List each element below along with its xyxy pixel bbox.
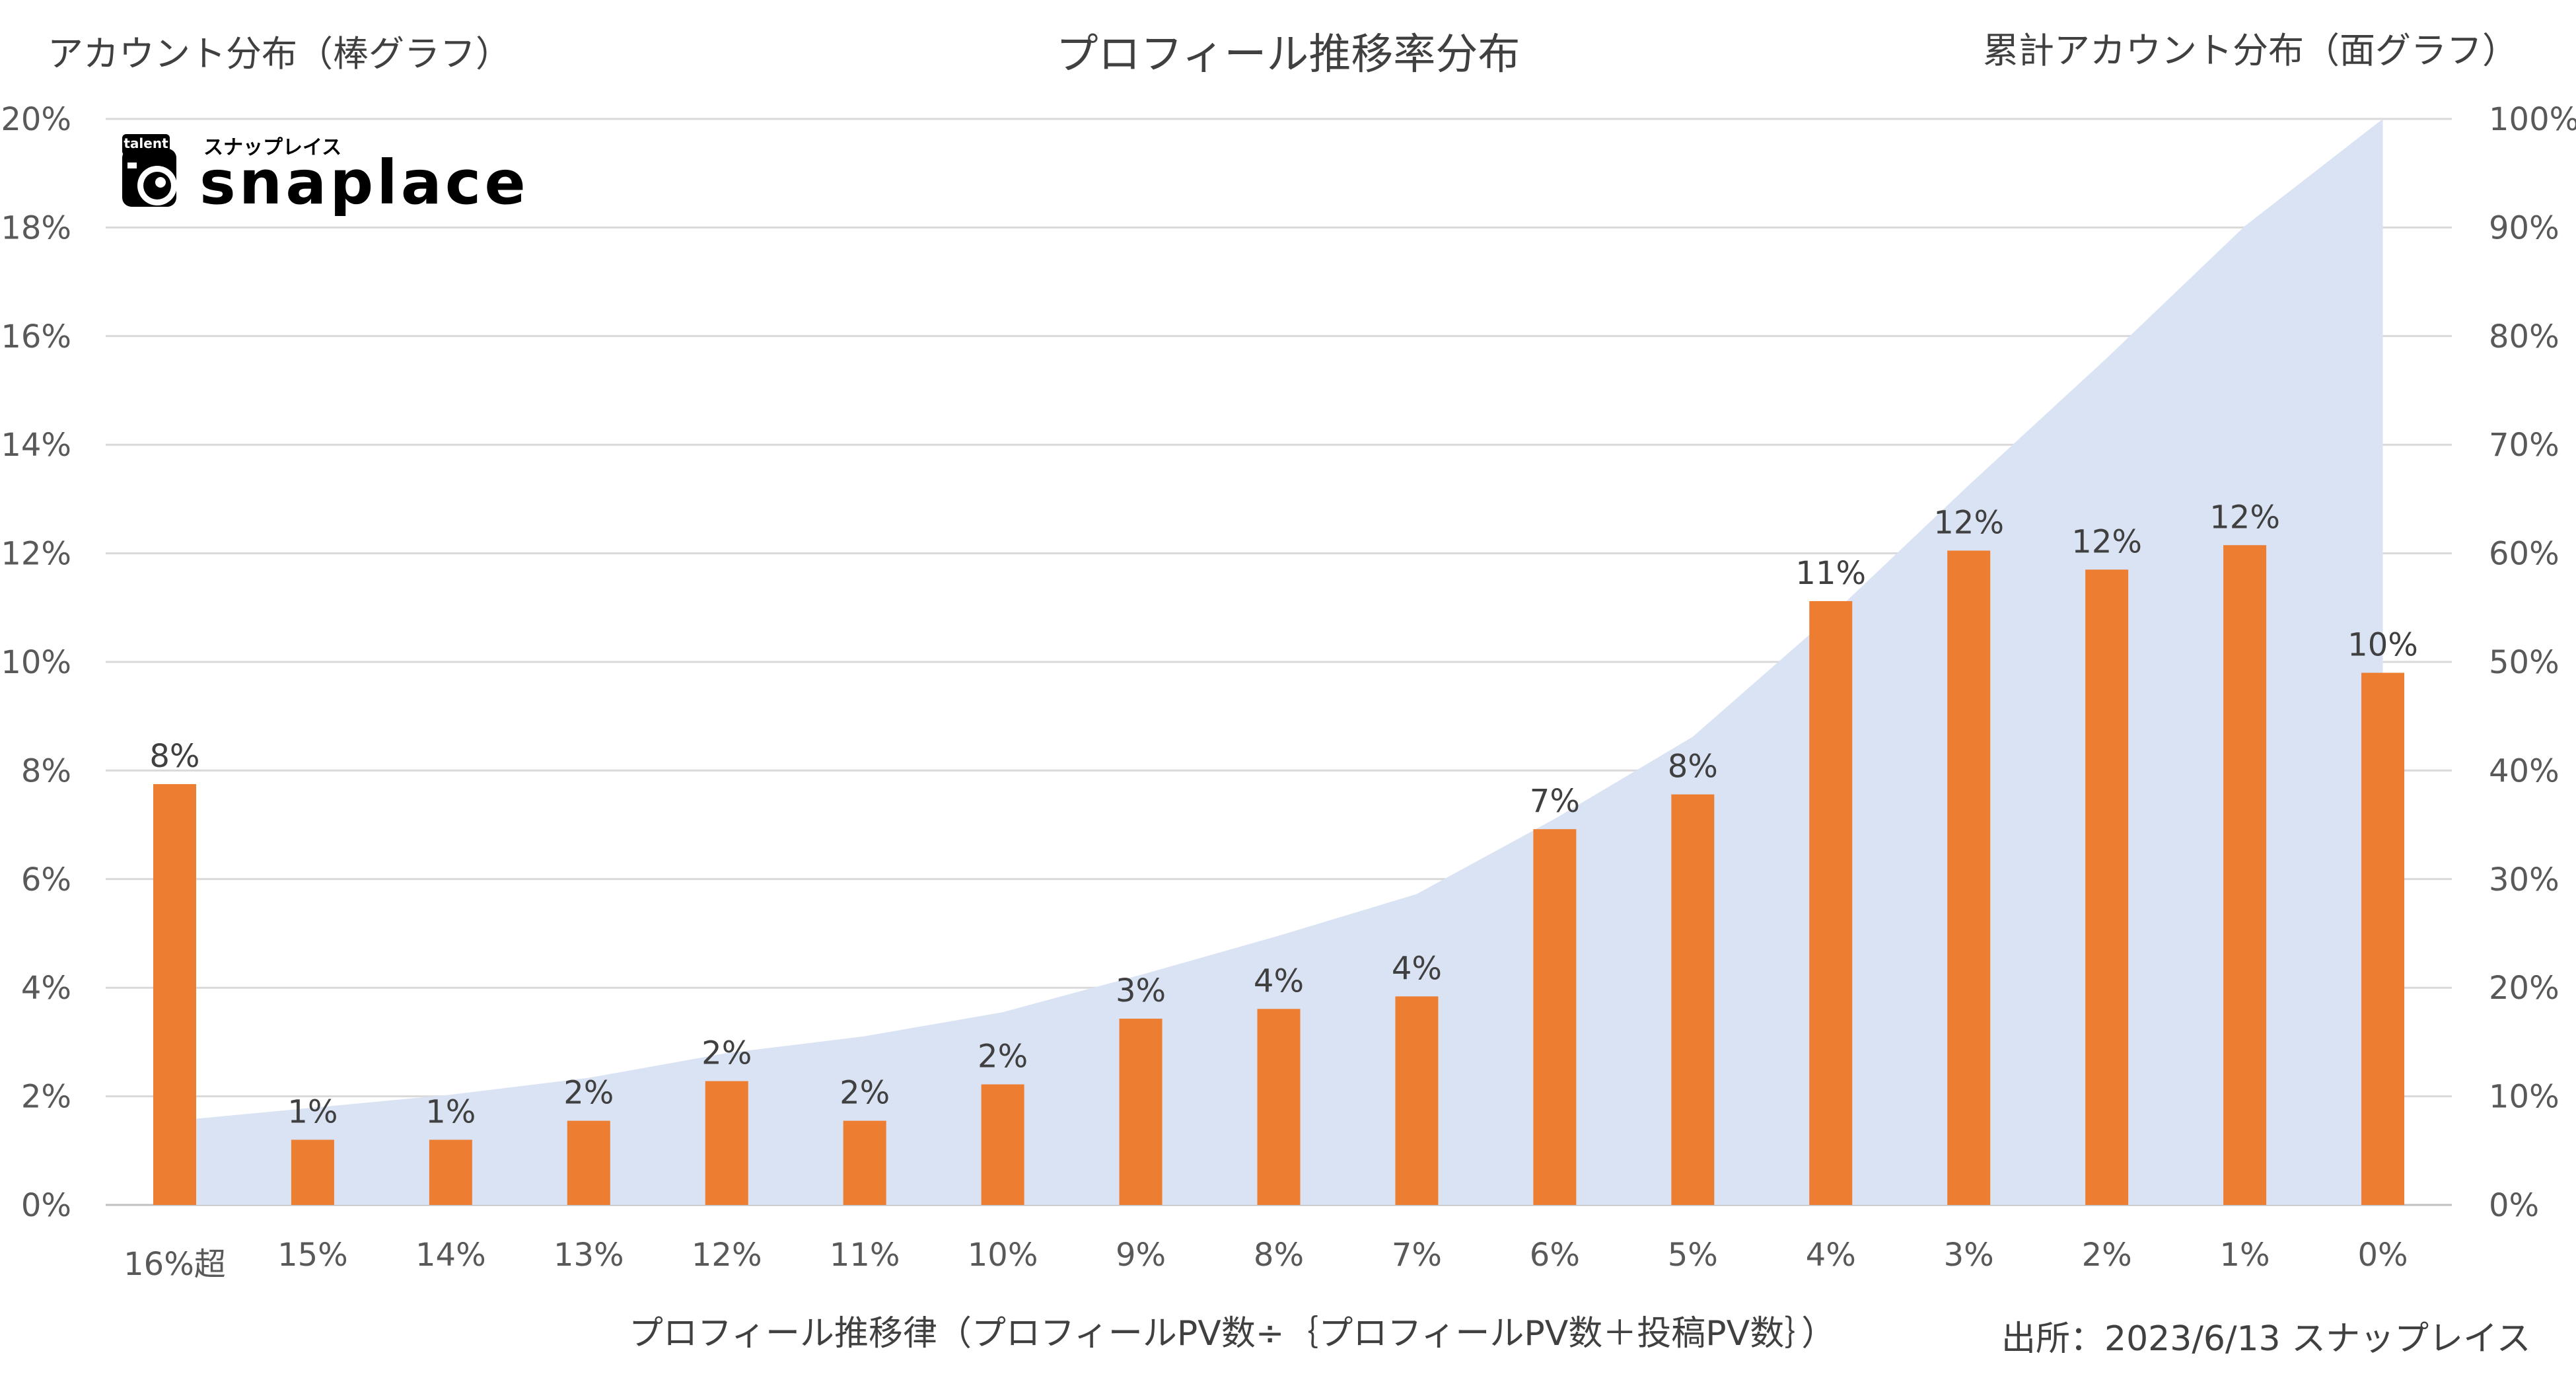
right-axis-title: 累計アカウント分布（面グラフ） [1983, 30, 2518, 71]
x-tick-label: 8% [1254, 1237, 1304, 1274]
x-tick-label: 12% [692, 1237, 762, 1274]
x-tick-label: 6% [1530, 1237, 1580, 1274]
x-tick-label: 4% [1806, 1237, 1856, 1274]
camera-icon [122, 134, 177, 207]
source-note: 出所：2023/6/13 スナップレイス [2001, 1319, 2531, 1359]
bar-7 [1119, 1019, 1163, 1205]
y-tick-label: 0% [21, 1187, 71, 1224]
left-axis-ticks: 0% 2% 4% 6% 8% 10% 12% 14% 16% 18% 20% [1, 101, 71, 1224]
y-tick-label: 14% [1, 427, 71, 464]
x-tick-label: 7% [1392, 1237, 1442, 1274]
data-label-14: 12% [2071, 523, 2142, 560]
bar-13 [1947, 550, 1991, 1205]
left-axis-title: アカウント分布（棒グラフ） [48, 33, 511, 75]
x-tick-label: 14% [415, 1237, 486, 1274]
y2-tick-label: 20% [2489, 970, 2559, 1007]
bar-8 [1257, 1009, 1301, 1205]
chart-title: プロフィール推移率分布 [1056, 30, 1521, 79]
x-tick-label: 0% [2357, 1237, 2408, 1274]
y-tick-label: 6% [21, 861, 71, 898]
data-label-9: 4% [1392, 950, 1442, 987]
data-label-6: 2% [978, 1038, 1028, 1075]
bar-14 [2085, 569, 2129, 1205]
y2-tick-label: 60% [2489, 536, 2559, 573]
y-tick-label: 2% [21, 1079, 71, 1116]
bar-10 [1533, 829, 1577, 1205]
y2-tick-label: 0% [2489, 1187, 2539, 1224]
data-label-1: 1% [287, 1093, 338, 1130]
data-label-4: 2% [701, 1035, 752, 1072]
snaplace-logo: talent スナップレイス snaplace [122, 134, 529, 218]
bar-5 [843, 1120, 886, 1205]
y-tick-label: 18% [1, 209, 71, 246]
y-tick-label: 10% [1, 644, 71, 681]
x-axis-title: プロフィール推移律（プロフィールPV数÷｛プロフィールPV数＋投稿PV数｝） [629, 1314, 1836, 1354]
data-label-13: 12% [1933, 504, 2004, 541]
logo-name: snaplace [199, 147, 529, 218]
x-tick-label: 13% [554, 1237, 624, 1274]
bar-11 [1671, 794, 1715, 1205]
bar-0 [153, 783, 196, 1205]
x-tick-label: 3% [1944, 1237, 1994, 1274]
y-tick-label: 16% [1, 318, 71, 355]
data-labels: 8% 1% 1% 2% 2% 2% 2% 3% 4% 4% 7% 8% 11% 12% 12% 12% 10% [149, 499, 2417, 1130]
y2-tick-label: 70% [2489, 427, 2559, 464]
y2-tick-label: 40% [2489, 752, 2559, 789]
y2-tick-label: 10% [2489, 1079, 2559, 1116]
bar-4 [705, 1081, 748, 1205]
data-label-3: 2% [563, 1075, 614, 1112]
data-label-5: 2% [840, 1075, 890, 1112]
data-label-0: 8% [149, 738, 199, 775]
y-tick-label: 12% [1, 536, 71, 573]
bar-series [153, 545, 2405, 1205]
y2-tick-label: 50% [2489, 644, 2559, 681]
data-label-7: 3% [1116, 972, 1166, 1009]
data-label-16: 10% [2347, 626, 2418, 663]
y2-tick-label: 100% [2489, 101, 2576, 138]
y2-tick-label: 90% [2489, 209, 2559, 246]
x-tick-label: 11% [830, 1237, 900, 1274]
x-tick-label: 15% [277, 1237, 348, 1274]
logo-kana: スナップレイス [203, 136, 341, 159]
x-tick-label: 1% [2220, 1237, 2270, 1274]
data-label-2: 1% [425, 1093, 476, 1130]
bar-16 [2361, 672, 2405, 1205]
right-axis-ticks: 0% 10% 20% 30% 40% 50% 60% 70% 80% 90% 100% [2489, 101, 2576, 1224]
x-tick-label: 2% [2082, 1237, 2132, 1274]
bar-1 [291, 1140, 334, 1205]
data-label-15: 12% [2209, 499, 2280, 536]
bar-9 [1395, 996, 1439, 1205]
y-tick-label: 4% [21, 970, 71, 1007]
bar-6 [981, 1084, 1024, 1205]
y-tick-label: 20% [1, 101, 71, 138]
data-label-8: 4% [1254, 962, 1304, 999]
x-tick-label: 9% [1116, 1237, 1166, 1274]
y2-tick-label: 80% [2489, 318, 2559, 355]
data-label-10: 7% [1530, 783, 1580, 820]
bar-15 [2223, 545, 2267, 1205]
x-tick-label: 16%超 [124, 1246, 226, 1283]
data-label-11: 8% [1668, 748, 1718, 785]
x-axis-ticks: 16%超 15% 14% 13% 12% 11% 10% 9% 8% 7% 6% 5% 4% 3% 2% 1%… [124, 1237, 2408, 1283]
x-tick-label: 5% [1668, 1237, 1718, 1274]
bar-12 [1809, 600, 1853, 1205]
logo-tag: talent [124, 135, 168, 151]
bar-3 [567, 1120, 610, 1205]
x-tick-label: 10% [968, 1237, 1038, 1274]
data-label-12: 11% [1795, 555, 1866, 592]
y2-tick-label: 30% [2489, 861, 2559, 898]
bar-2 [429, 1140, 472, 1205]
y-tick-label: 8% [21, 752, 71, 789]
